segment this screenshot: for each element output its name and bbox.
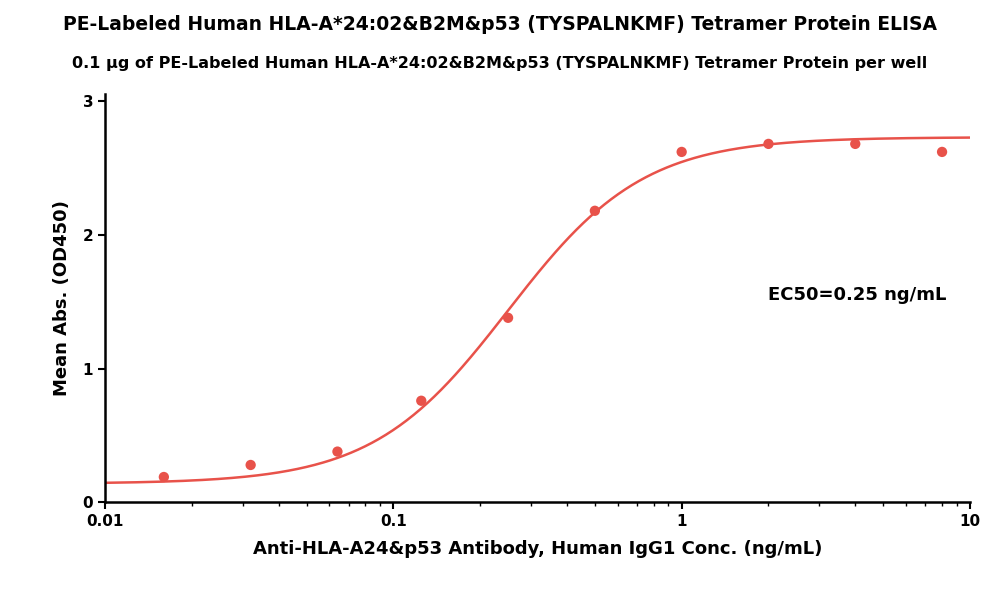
Text: 0.1 μg of PE-Labeled Human HLA-A*24:02&B2M&p53 (TYSPALNKMF) Tetramer Protein per: 0.1 μg of PE-Labeled Human HLA-A*24:02&B… (72, 56, 928, 71)
Point (243, 460, 259, 470)
Text: EC50=0.25 ng/mL: EC50=0.25 ng/mL (768, 286, 947, 304)
Point (413, 396, 429, 406)
Y-axis label: Mean Abs. (OD450): Mean Abs. (OD450) (53, 200, 71, 396)
Point (156, 472, 172, 482)
Point (847, 139, 863, 149)
Point (934, 147, 950, 157)
Point (587, 206, 603, 216)
X-axis label: Anti-HLA-A24&p53 Antibody, Human IgG1 Conc. (ng/mL): Anti-HLA-A24&p53 Antibody, Human IgG1 Co… (253, 540, 822, 558)
Point (500, 313, 516, 323)
Point (674, 147, 690, 157)
Point (329, 447, 345, 457)
Text: PE-Labeled Human HLA-A*24:02&B2M&p53 (TYSPALNKMF) Tetramer Protein ELISA: PE-Labeled Human HLA-A*24:02&B2M&p53 (TY… (63, 15, 937, 34)
Point (760, 139, 776, 149)
